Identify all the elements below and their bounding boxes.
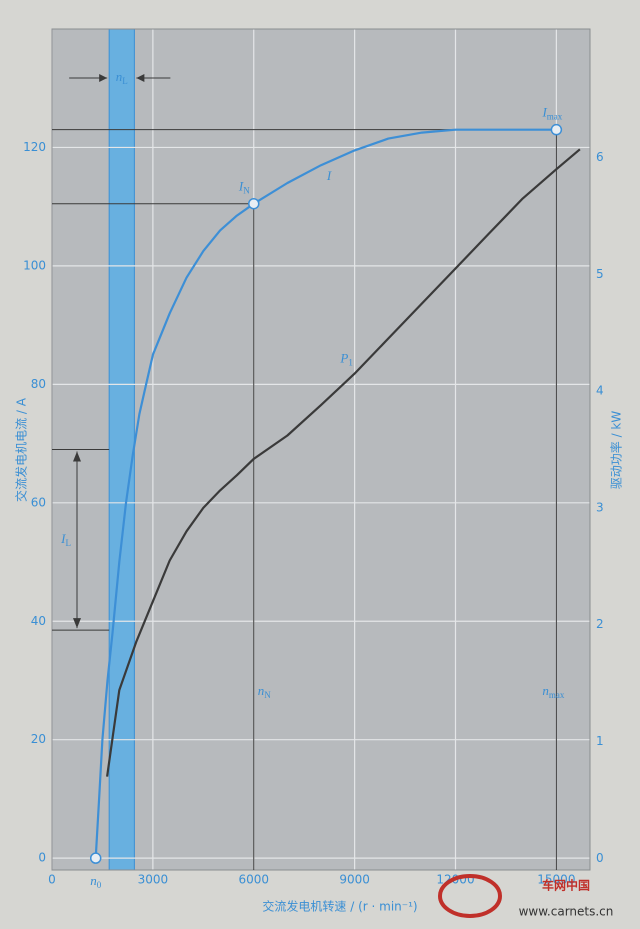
annotation: Imax bbox=[541, 105, 562, 122]
y-tick-label: 20 bbox=[31, 732, 46, 746]
watermark-logo bbox=[438, 874, 502, 918]
annotation-text: n bbox=[258, 683, 265, 698]
y2-tick-label: 6 bbox=[596, 150, 604, 164]
y-tick-label: 60 bbox=[31, 495, 46, 509]
annotation-text: n bbox=[542, 683, 549, 698]
series-name: I bbox=[326, 168, 332, 183]
x-tick-label: 9000 bbox=[339, 873, 370, 887]
annotation-subscript: L bbox=[66, 538, 72, 548]
y-tick-label: 40 bbox=[31, 614, 46, 628]
y2-tick-label: 3 bbox=[596, 500, 604, 514]
annotation-subscript: N bbox=[264, 690, 271, 700]
y2-axis-label: 驱动功率 / kW bbox=[609, 411, 624, 490]
annotation: IL bbox=[60, 531, 71, 548]
series-name-subscript: 1 bbox=[348, 358, 353, 368]
series-line bbox=[106, 148, 581, 777]
x-tick-label: 3000 bbox=[138, 873, 169, 887]
watermark: 车网中国 www.carnets.cn bbox=[438, 874, 614, 919]
x-tick-label: 15000 bbox=[537, 873, 575, 887]
annotation: n0 bbox=[90, 873, 102, 890]
point-marker bbox=[89, 852, 102, 864]
series-label: P1 bbox=[339, 351, 352, 368]
y-tick-label: 100 bbox=[23, 258, 46, 272]
annotation: nL bbox=[116, 69, 128, 86]
y-axis-label: 交流发电机电流 / A bbox=[14, 397, 29, 502]
series-name: P bbox=[339, 351, 348, 366]
y-tick-label: 80 bbox=[31, 377, 46, 391]
annotation-text: I bbox=[541, 105, 547, 120]
annotation-text: n bbox=[116, 69, 123, 84]
annotation-subscript: 0 bbox=[97, 880, 102, 890]
annotation-text: n bbox=[90, 873, 97, 888]
y2-tick-label: 5 bbox=[596, 267, 604, 281]
annotation-subscript: max bbox=[547, 112, 563, 122]
series-line bbox=[94, 128, 557, 859]
speed-band bbox=[108, 28, 135, 871]
annotation-text: I bbox=[238, 179, 244, 194]
y2-tick-label: 1 bbox=[596, 734, 604, 748]
annotation-text: I bbox=[60, 531, 66, 546]
watermark-title: 车网中国 bbox=[542, 878, 590, 893]
y2-tick-label: 4 bbox=[596, 384, 604, 398]
annotation-subscript: max bbox=[549, 690, 565, 700]
annotation: nmax bbox=[542, 683, 564, 700]
plot-area bbox=[52, 29, 590, 870]
point-marker bbox=[248, 197, 260, 210]
x-axis-label: 交流发电机转速 / (r · min⁻¹) bbox=[262, 899, 417, 914]
y-tick-label: 120 bbox=[23, 140, 46, 154]
annotation: nN bbox=[258, 683, 272, 700]
y-tick-label: 0 bbox=[38, 851, 46, 865]
y2-tick-label: 2 bbox=[596, 617, 604, 631]
x-tick-label: 0 bbox=[48, 873, 56, 887]
y2-tick-label: 0 bbox=[596, 851, 604, 865]
point-marker bbox=[550, 123, 563, 136]
x-tick-label: 6000 bbox=[238, 873, 269, 887]
annotation: IN bbox=[238, 179, 250, 196]
watermark-url: www.carnets.cn bbox=[519, 905, 614, 919]
series-label: I bbox=[326, 168, 332, 183]
annotation-subscript: N bbox=[243, 186, 250, 196]
annotation-subscript: L bbox=[122, 76, 128, 86]
